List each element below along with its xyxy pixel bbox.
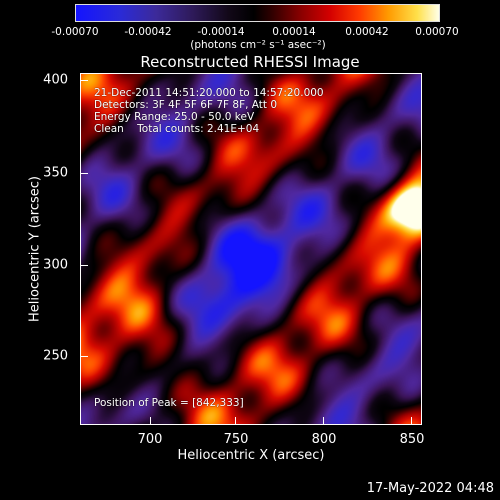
info-line-detectors: Detectors: 3F 4F 5F 6F 7F 8F, Att 0	[94, 99, 278, 111]
generation-timestamp: 17-May-2022 04:48	[366, 481, 494, 496]
x-tick-label: 850	[399, 432, 425, 447]
x-tick-mark	[323, 417, 324, 425]
info-line-total-counts: Clean Total counts: 2.41E+04	[94, 123, 260, 135]
x-tick-mark	[411, 417, 412, 425]
colorbar-units-label: (photons cm⁻² s⁻¹ asec⁻²)	[190, 39, 326, 51]
colorbar-tick-label: -0.00014	[197, 26, 245, 38]
x-tick-label: 700	[137, 432, 163, 447]
colorbar-tick-label: 0.00014	[272, 26, 316, 38]
reconstructed-image	[81, 74, 421, 424]
x-tick-mark	[235, 417, 236, 425]
rhessi-image-frame: 21-Dec-2011 14:51:20.000 to 14:57:20.000…	[80, 73, 422, 425]
colorbar-tick-label: 0.00070	[415, 26, 459, 38]
y-axis-title: Heliocentric Y (arcsec)	[27, 176, 43, 322]
y-tick-mark	[80, 173, 88, 174]
x-axis-title: Heliocentric X (arcsec)	[177, 448, 325, 463]
y-tick-mark	[80, 265, 88, 266]
colorbar-tick-label: 0.00042	[345, 26, 389, 38]
y-tick-mark	[80, 356, 88, 357]
x-tick-label: 800	[311, 432, 337, 447]
colorbar	[75, 4, 440, 22]
info-line-time-range: 21-Dec-2011 14:51:20.000 to 14:57:20.000	[94, 87, 324, 99]
y-tick-label: 400	[43, 72, 68, 88]
info-line-energy-range: Energy Range: 25.0 - 50.0 keV	[94, 111, 255, 123]
colorbar-tick-label: -0.00070	[51, 26, 99, 38]
peak-position-label: Position of Peak = [842,333]	[94, 397, 244, 409]
x-tick-mark	[150, 417, 151, 425]
colorbar-tick-label: -0.00042	[124, 26, 172, 38]
y-tick-label: 300	[43, 257, 68, 273]
x-tick-label: 750	[223, 432, 249, 447]
y-tick-mark	[80, 80, 88, 81]
plot-title: Reconstructed RHESSI Image	[140, 53, 360, 71]
y-tick-label: 350	[43, 165, 68, 181]
y-tick-label: 250	[43, 348, 68, 364]
